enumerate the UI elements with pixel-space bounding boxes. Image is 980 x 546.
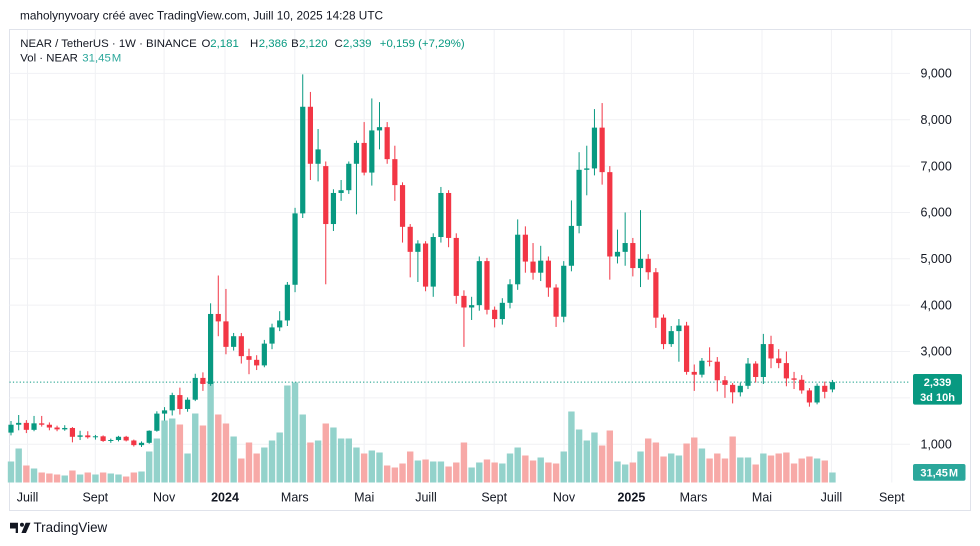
svg-text:Juill: Juill [17, 491, 39, 505]
svg-text:Mai: Mai [354, 491, 374, 505]
svg-text:2,339: 2,339 [924, 377, 952, 389]
svg-text:B: B [291, 38, 299, 50]
svg-text:maholynyvoary créé avec Tradin: maholynyvoary créé avec TradingView.com,… [20, 9, 384, 23]
svg-text:Juill: Juill [821, 491, 843, 505]
svg-text:9,000: 9,000 [921, 67, 952, 81]
svg-text:Juill: Juill [415, 491, 437, 505]
svg-text:5,000: 5,000 [921, 252, 952, 266]
svg-text:Mars: Mars [680, 491, 708, 505]
svg-text:1,000: 1,000 [921, 437, 952, 451]
svg-text:Sept: Sept [82, 491, 108, 505]
svg-text:Nov: Nov [553, 491, 576, 505]
svg-text:2024: 2024 [211, 491, 239, 505]
svg-text:4,000: 4,000 [921, 298, 952, 312]
svg-text:Mars: Mars [281, 491, 309, 505]
svg-text:H: H [250, 38, 258, 50]
svg-text:Nov: Nov [153, 491, 176, 505]
svg-text:2025: 2025 [617, 491, 645, 505]
svg-text:7,000: 7,000 [921, 159, 952, 173]
svg-text:2,181: 2,181 [210, 38, 239, 50]
svg-text:6,000: 6,000 [921, 206, 952, 220]
svg-text:+0,159 (+7,29%): +0,159 (+7,29%) [380, 38, 465, 50]
svg-text:Sept: Sept [481, 491, 507, 505]
svg-text:31,45 M: 31,45 M [920, 467, 958, 479]
svg-text:O: O [202, 38, 211, 50]
svg-text:31,45 M: 31,45 M [82, 52, 121, 64]
svg-text:Vol · NEAR: Vol · NEAR [20, 52, 78, 64]
svg-text:2,386: 2,386 [259, 38, 288, 50]
svg-text:8,000: 8,000 [921, 113, 952, 127]
svg-text:2,339: 2,339 [343, 38, 372, 50]
svg-text:3d 10h: 3d 10h [920, 392, 955, 404]
svg-text:Sept: Sept [879, 491, 905, 505]
svg-text:NEAR / TetherUS · 1W · BINANCE: NEAR / TetherUS · 1W · BINANCE [20, 38, 197, 50]
svg-text:TradingView: TradingView [34, 520, 108, 535]
svg-text:3,000: 3,000 [921, 345, 952, 359]
svg-text:C: C [335, 38, 343, 50]
svg-text:Mai: Mai [752, 491, 772, 505]
svg-text:2,120: 2,120 [299, 38, 328, 50]
